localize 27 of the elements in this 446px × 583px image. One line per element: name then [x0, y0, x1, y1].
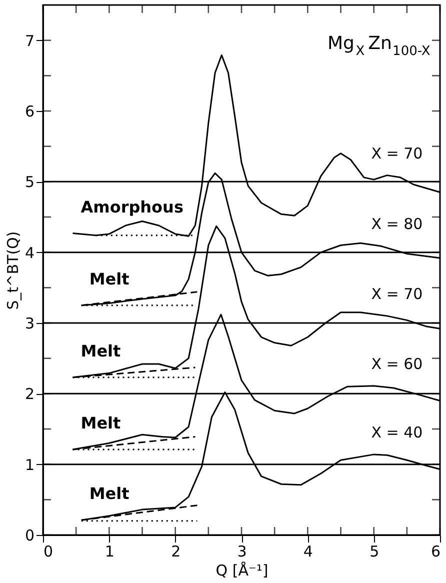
y-tick-label: 6: [24, 102, 34, 120]
x-tick-label: 1: [104, 542, 114, 560]
x-tick-label: 6: [430, 542, 440, 560]
legend-label: X = 70: [371, 144, 423, 162]
x-tick-label: 2: [171, 542, 181, 560]
legend-label: X = 60: [371, 354, 423, 373]
annotation: Amorphous: [80, 197, 184, 216]
x-tick-label: 0: [44, 542, 54, 560]
legend-label: X = 40: [371, 423, 423, 442]
annotation: Melt: [89, 484, 130, 504]
legend-label: X = 70: [371, 284, 423, 303]
y-tick-label: 0: [24, 526, 34, 544]
legend-label: X = 80: [371, 214, 423, 233]
y-axis-title: S_t^BT(Q): [4, 231, 22, 310]
annotation: Melt: [80, 413, 122, 432]
y-tick-label: 2: [24, 385, 34, 404]
x-tick-label: 4: [303, 542, 313, 560]
y-tick-label: 1: [24, 456, 34, 474]
y-tick-label: 5: [24, 173, 34, 192]
y-tick-label: 3: [24, 314, 34, 332]
y-tick-label: 4: [24, 244, 34, 262]
x-tick-label: 3: [237, 542, 247, 560]
x-axis-title: Q [Å⁻¹]: [216, 562, 268, 580]
annotation: Melt: [80, 341, 122, 360]
y-tick-label: 7: [24, 32, 34, 50]
annotation: Melt: [89, 269, 130, 288]
x-tick-label: 5: [370, 542, 380, 560]
